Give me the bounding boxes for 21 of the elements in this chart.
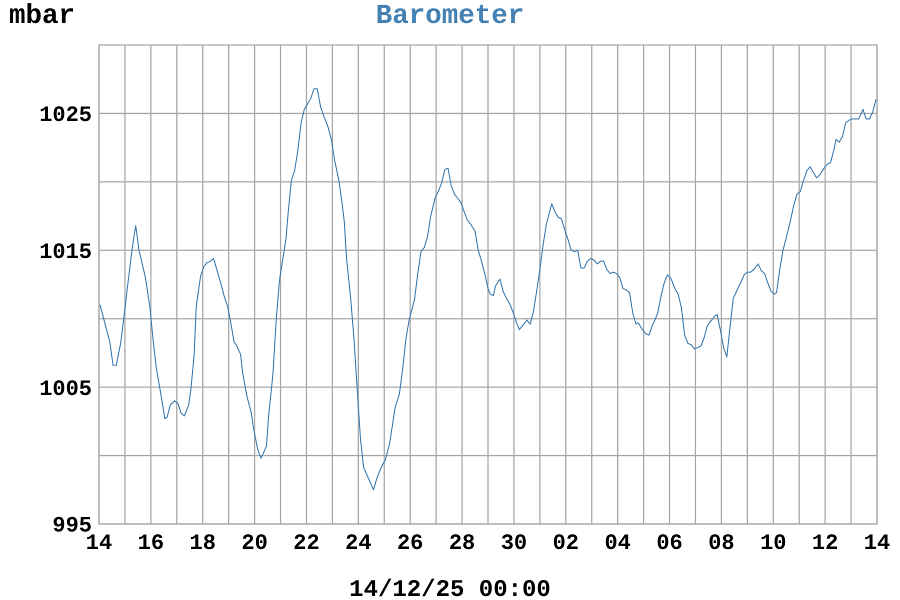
x-tick-label: 18 bbox=[190, 531, 216, 556]
x-tick-label: 24 bbox=[345, 531, 372, 556]
x-tick-label: 06 bbox=[656, 531, 683, 556]
x-tick-label: 20 bbox=[241, 531, 268, 556]
x-tick-label: 04 bbox=[604, 531, 631, 556]
y-tick-label: 1015 bbox=[39, 240, 92, 265]
y-tick-label: 1005 bbox=[39, 376, 92, 402]
x-tick-label: 28 bbox=[448, 531, 476, 556]
y-axis-title: mbar bbox=[9, 1, 76, 32]
x-axis-title: 14/12/25 00:00 bbox=[349, 577, 551, 600]
x-tick-label: 02 bbox=[552, 531, 580, 556]
x-tick-label: 30 bbox=[500, 531, 528, 556]
x-tick-label: 16 bbox=[138, 531, 164, 556]
x-tick-label: 10 bbox=[760, 531, 786, 556]
x-tick-label: 12 bbox=[812, 531, 838, 556]
y-tick-label: 1025 bbox=[39, 103, 92, 128]
chart-title: Barometer bbox=[376, 1, 524, 32]
x-tick-label: 26 bbox=[396, 531, 424, 556]
x-tick-label: 08 bbox=[708, 531, 735, 556]
x-tick-label: 22 bbox=[293, 531, 320, 556]
x-tick-label: 14 bbox=[864, 531, 890, 556]
